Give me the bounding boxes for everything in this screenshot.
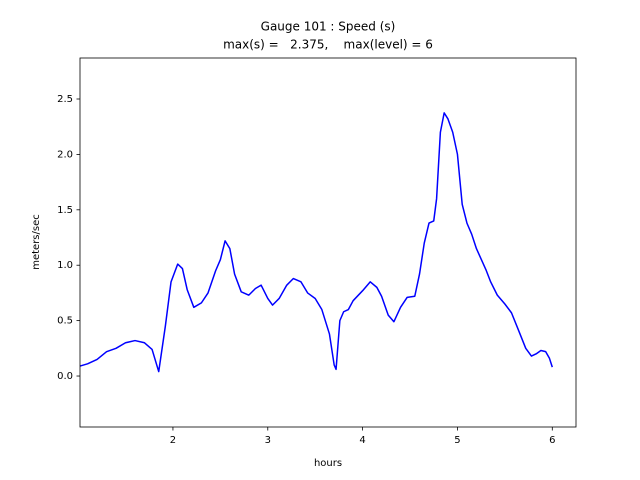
x-tick-label: 2 bbox=[170, 435, 176, 446]
x-tick-label: 5 bbox=[454, 435, 460, 446]
data-line bbox=[79, 112, 554, 373]
y-tick-label: 0.0 bbox=[57, 371, 73, 382]
x-axis-label: hours bbox=[314, 458, 342, 469]
y-tick-label: 0.5 bbox=[57, 316, 73, 327]
x-tick-label: 6 bbox=[549, 435, 555, 446]
chart-subtitle: max(s) = 2.375, max(level) = 6 bbox=[223, 38, 433, 52]
y-axis-label: meters/sec bbox=[31, 214, 42, 270]
y-tick-label: 2.5 bbox=[57, 94, 73, 105]
x-tick-label: 3 bbox=[265, 435, 271, 446]
y-tick-label: 1.0 bbox=[57, 260, 73, 271]
x-tick-label: 4 bbox=[359, 435, 365, 446]
plot-frame bbox=[79, 57, 577, 428]
y-tick-label: 2.0 bbox=[57, 149, 73, 160]
chart-title: Gauge 101 : Speed (s) bbox=[261, 20, 396, 34]
y-tick-label: 1.5 bbox=[57, 205, 73, 216]
